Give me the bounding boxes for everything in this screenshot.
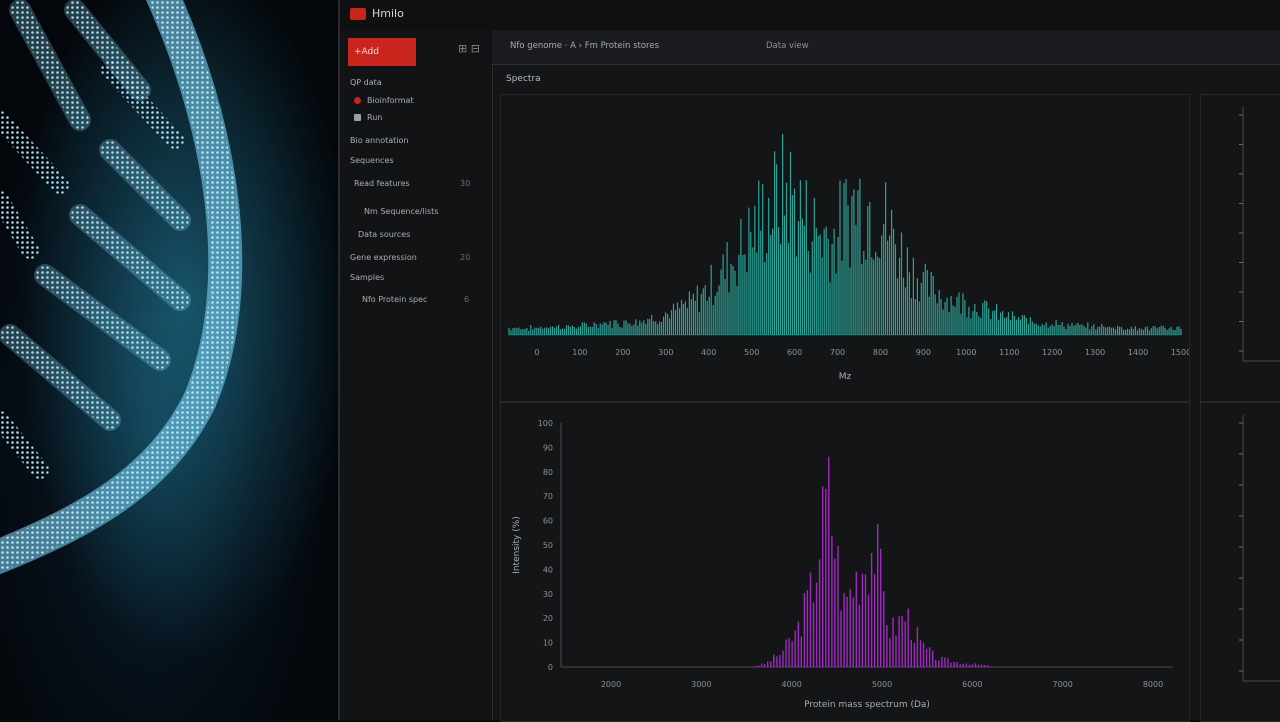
x-tick-label: 3000 [691, 680, 711, 689]
item-count: 6 [464, 295, 470, 304]
y-tick-label: 0 [548, 663, 553, 672]
sidebar-item[interactable]: Nm Sequence/lists [364, 207, 438, 216]
x-tick-label: 600 [787, 348, 802, 357]
main-content: Nfo genome · A › Fm Protein stores Data … [492, 30, 1280, 722]
new-button[interactable]: +Add [348, 38, 416, 66]
sidebar-item-label: Sequences [350, 156, 394, 165]
x-tick-label: 6000 [962, 680, 982, 689]
section-title: Spectra [506, 74, 541, 84]
toolbar: Nfo genome · A › Fm Protein stores Data … [492, 30, 1280, 65]
sidebar-item[interactable]: Read features [354, 179, 410, 188]
x-tick-label: 100 [572, 348, 587, 357]
sidebar-item-label: QP data [350, 78, 382, 87]
sidebar-item-label: Bio annotation [350, 136, 409, 145]
x-tick-label: 7000 [1053, 680, 1073, 689]
sidebar-item[interactable]: QP data [350, 78, 382, 87]
item-count: 30 [460, 179, 471, 188]
app-window: Hmilo +Add ⊞ ⊟ QP data Bioinformat Run B… [338, 0, 1280, 722]
x-tick-label: 4000 [782, 680, 802, 689]
sidebar-item-label: Nfo Protein spec [362, 295, 428, 304]
dna-helix-illustration [0, 0, 338, 720]
item-count: 20 [460, 253, 471, 262]
title-bar: Hmilo [340, 0, 1280, 31]
x-tick-label: 8000 [1143, 680, 1163, 689]
sidebar-item-label: Gene expression [350, 253, 417, 262]
x-tick-label: 5000 [872, 680, 892, 689]
y-tick-label: 90 [543, 443, 553, 452]
x-tick-label: 2000 [601, 680, 621, 689]
x-tick-label: 1300 [1085, 348, 1105, 357]
sidebar-item[interactable]: Bioinformat [354, 96, 414, 105]
x-tick-label: 400 [701, 348, 716, 357]
sidebar-controls[interactable]: ⊞ ⊟ [458, 42, 480, 55]
y-tick-label: 100 [538, 419, 553, 428]
sidebar-item-label: Data sources [358, 230, 411, 239]
sidebar-item[interactable]: Samples [350, 273, 384, 282]
sidebar-item[interactable]: Gene expression [350, 253, 417, 262]
sidebar-item[interactable]: Run [354, 113, 382, 122]
file-icon [354, 114, 361, 121]
app-logo-icon [350, 8, 366, 20]
x-tick-label: 700 [830, 348, 845, 357]
view-label: Data view [766, 41, 809, 51]
spectrum-chart-top-svg: 0 100 200 300 400 500 600 700 800 900 1000 1100 1200… [508, 133, 1189, 382]
sidebar-item[interactable]: Sequences [350, 156, 394, 165]
sidebar: +Add ⊞ ⊟ QP data Bioinformat Run Bio ann… [340, 30, 493, 720]
y-tick-label: 80 [543, 468, 553, 477]
sidebar-item-label: Samples [350, 273, 385, 282]
sidebar-item-label: Run [367, 113, 383, 122]
x-tick-label: 0 [534, 348, 539, 357]
x-tick-label: 1400 [1128, 348, 1148, 357]
x-tick-label: 800 [873, 348, 888, 357]
spectrum-chart-bottom[interactable]: 0 10 20 30 40 50 60 70 80 90 100 2000 3000 4000 5000 60… [500, 402, 1190, 722]
y-tick-label: 50 [543, 541, 553, 550]
sidebar-item[interactable]: Nfo Protein spec [362, 295, 427, 304]
x-tick-label: 500 [744, 348, 759, 357]
side-chart-bottom[interactable] [1200, 402, 1280, 722]
x-tick-label: 900 [916, 348, 931, 357]
x-tick-label: 200 [615, 348, 630, 357]
sidebar-item-label: Nm Sequence/lists [364, 207, 439, 216]
app-title: Hmilo [372, 7, 404, 20]
y-tick-label: 40 [543, 565, 553, 574]
spectrum-chart-top[interactable]: 0 100 200 300 400 500 600 700 800 900 1000 1100 1200… [500, 94, 1190, 402]
x-axis-label: Protein mass spectrum (Da) [804, 700, 930, 710]
record-icon [354, 97, 361, 104]
x-axis-label: Mz [839, 372, 852, 382]
x-tick-label: 1100 [999, 348, 1019, 357]
y-tick-label: 70 [543, 492, 553, 501]
y-tick-label: 10 [543, 639, 553, 648]
x-tick-label: 300 [658, 348, 673, 357]
side-chart-top-svg [1239, 107, 1280, 362]
sidebar-item-label: Bioinformat [367, 96, 414, 105]
x-tick-label: 1000 [956, 348, 976, 357]
y-tick-label: 60 [543, 517, 553, 526]
sidebar-item[interactable]: Data sources [358, 230, 410, 239]
y-tick-label: 20 [543, 614, 553, 623]
x-tick-label: 1500 [1171, 348, 1189, 357]
y-axis-label: Intensity (%) [512, 516, 522, 574]
spectrum-chart-bottom-svg: 0 10 20 30 40 50 60 70 80 90 100 2000 3000 4000 5000 60… [512, 419, 1173, 710]
side-chart-top[interactable] [1200, 94, 1280, 402]
x-tick-label: 1200 [1042, 348, 1062, 357]
breadcrumb[interactable]: Nfo genome · A › Fm Protein stores [510, 41, 659, 51]
sidebar-item[interactable]: Bio annotation [350, 136, 408, 145]
sidebar-item-label: Read features [354, 179, 410, 188]
side-chart-bottom-svg [1239, 415, 1280, 682]
y-tick-label: 30 [543, 590, 553, 599]
